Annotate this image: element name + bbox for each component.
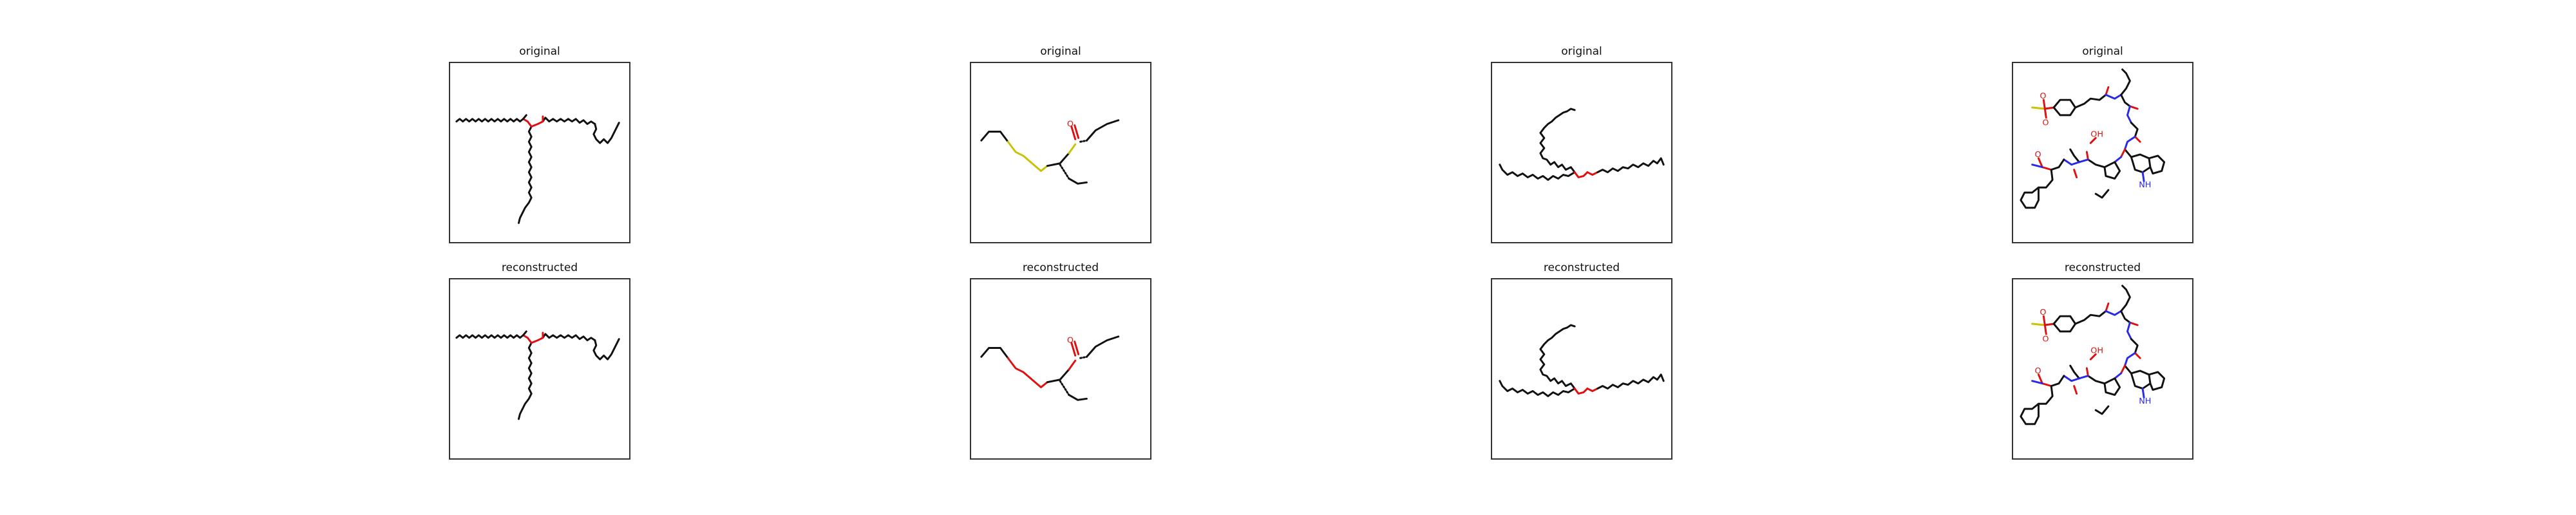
molecule-panel-original-2: O [970,62,1151,243]
svg-text:OH: OH [2090,346,2103,355]
svg-text:O: O [1067,336,1074,346]
svg-text:OH: OH [2090,129,2103,139]
molecule-panel-reconstructed-2: O [970,278,1151,460]
panel-title-original-3: original [1561,45,1602,58]
molecule-panel-original-4: O O NH OH O [2012,62,2193,243]
molecule-panel-original-1 [449,62,630,243]
panel-title-reconstructed-3: reconstructed [1543,261,1620,274]
molecule-drawing [455,330,620,420]
molecule-drawing: O O NH OH O [2020,285,2166,426]
svg-text:O: O [1067,120,1074,129]
molecule-panel-reconstructed-4: O O NH OH O [2012,278,2193,460]
molecule-drawing: O O NH OH O [2020,68,2166,209]
svg-text:O: O [2040,308,2046,317]
molecule-panel-reconstructed-1 [449,278,630,460]
molecule-drawing: O [980,119,1120,185]
svg-text:O: O [2035,366,2041,376]
panel-title-reconstructed-1: reconstructed [501,261,578,274]
panel-title-original-2: original [1040,45,1081,58]
svg-text:NH: NH [2139,180,2151,190]
panel-title-reconstructed-2: reconstructed [1022,261,1099,274]
panel-title-original-4: original [2082,45,2123,58]
panel-title-reconstructed-4: reconstructed [2064,261,2141,274]
svg-text:O: O [2040,91,2046,101]
molecule-drawing [1499,324,1665,397]
molecule-drawing [455,114,620,224]
svg-text:O: O [2042,118,2049,128]
svg-text:NH: NH [2139,397,2151,406]
svg-text:O: O [2035,150,2041,160]
molecule-panel-reconstructed-3 [1491,278,1672,460]
molecule-panel-original-3 [1491,62,1672,243]
molecule-drawing: O [980,335,1120,401]
panel-title-original-1: original [519,45,560,58]
svg-text:O: O [2042,335,2049,344]
molecule-drawing [1499,108,1665,181]
